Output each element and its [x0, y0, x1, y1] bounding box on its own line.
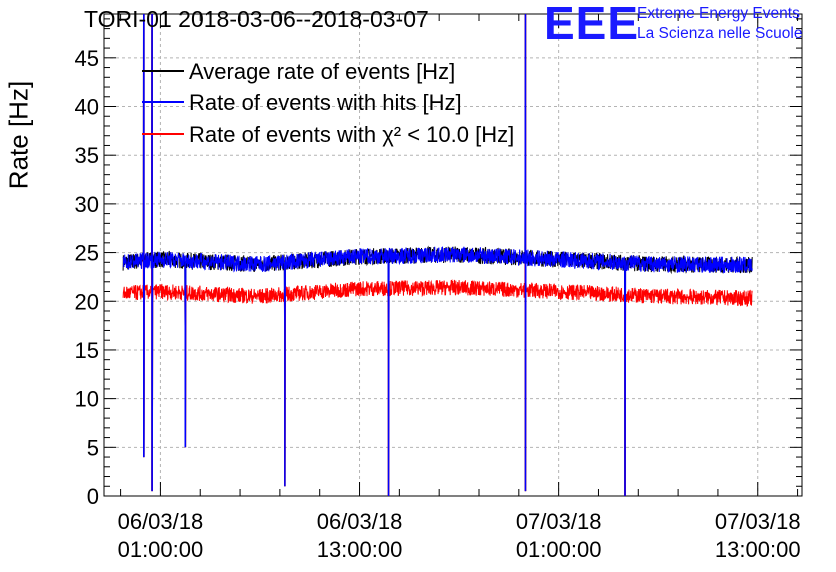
- y-tick-label: 5: [87, 435, 99, 460]
- series-line-hits: [122, 13, 753, 497]
- y-tick-label: 20: [75, 289, 99, 314]
- legend-label: Rate of events with χ² < 10.0 [Hz]: [189, 122, 514, 147]
- logo-caption-line1: Extreme Energy Events: [637, 5, 800, 22]
- x-tick-label-time: 13:00:00: [317, 537, 403, 562]
- x-tick-label-date: 06/03/18: [118, 509, 204, 534]
- y-tick-label: 45: [75, 46, 99, 71]
- logo-caption: Extreme Energy Events La Scienza nelle S…: [637, 4, 802, 44]
- x-tick-label-date: 06/03/18: [317, 509, 403, 534]
- x-tick-label-date: 07/03/18: [715, 509, 801, 534]
- y-tick-label: 35: [75, 143, 99, 168]
- plot-frame: [103, 13, 803, 497]
- y-tick-label: 40: [75, 95, 99, 120]
- y-tick-label: 0: [87, 484, 99, 509]
- x-tick-label-time: 01:00:00: [516, 537, 602, 562]
- y-tick-label: 30: [75, 192, 99, 217]
- y-axis-label: Rate [Hz]: [4, 81, 34, 189]
- logo-caption-line2: La Scienza nelle Scuole: [637, 25, 803, 42]
- y-tick-label: 25: [75, 241, 99, 266]
- y-tick-label: 15: [75, 338, 99, 363]
- eee-logo: EEE: [544, 0, 640, 49]
- legend-label: Average rate of events [Hz]: [189, 59, 455, 84]
- series-line-chi2: [122, 13, 753, 497]
- y-axis-label-text: Rate [Hz]: [3, 80, 34, 190]
- x-tick-label-time: 01:00:00: [118, 537, 204, 562]
- chart-title: TORI-01 2018-03-06--2018-03-07: [84, 6, 429, 32]
- x-tick-label-date: 07/03/18: [516, 509, 602, 534]
- legend-label: Rate of events with hits [Hz]: [189, 90, 462, 115]
- y-tick-label: 10: [75, 387, 99, 412]
- x-tick-label-time: 13:00:00: [715, 537, 801, 562]
